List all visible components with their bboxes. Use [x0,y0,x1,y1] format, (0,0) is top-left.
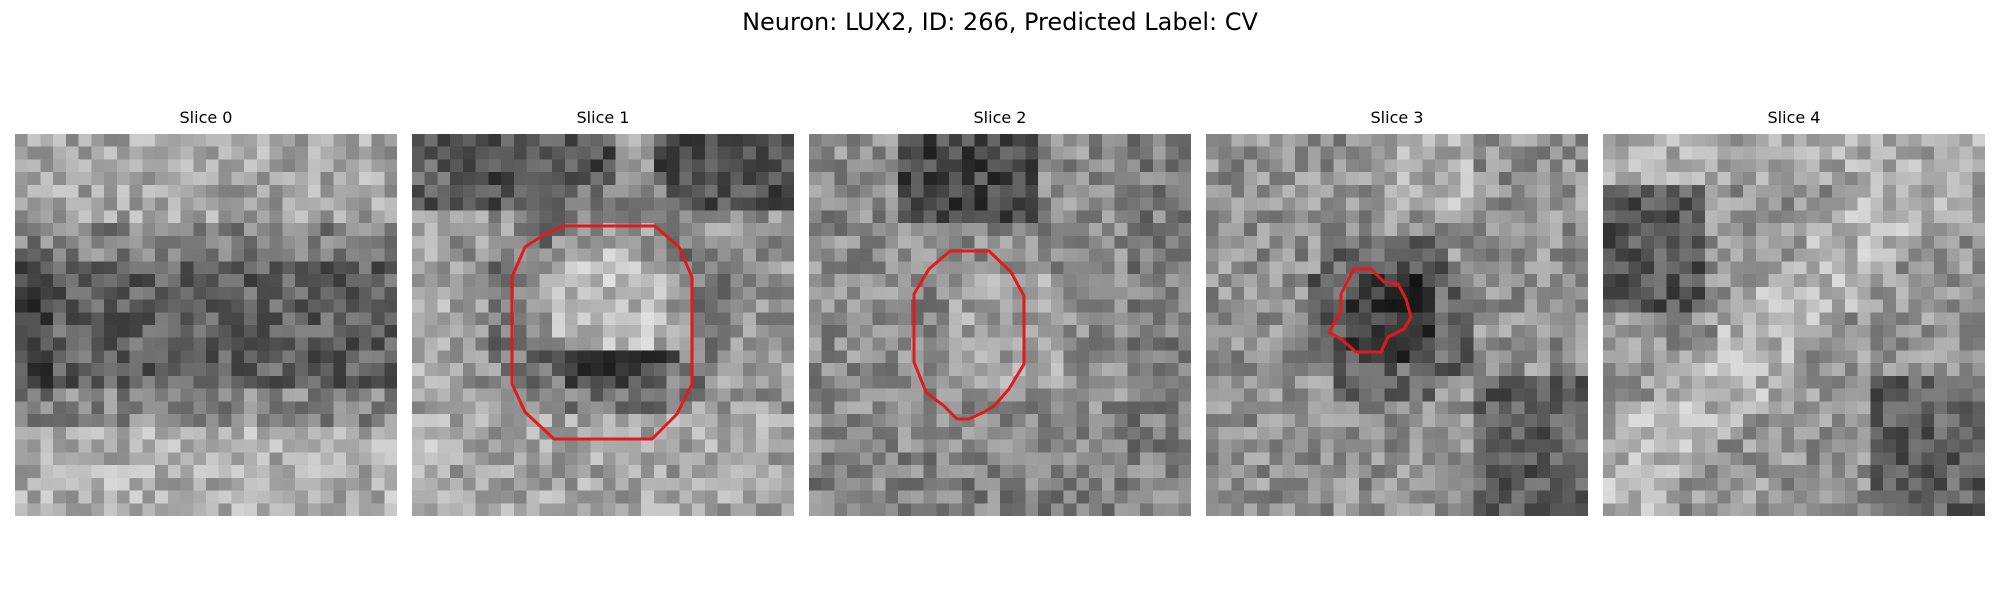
slice-image-wrap [1206,134,1588,516]
slice-panel-4: Slice 4 [1603,108,1985,520]
slice-panel-3: Slice 3 [1206,108,1588,520]
slice-panel-2: Slice 2 [809,108,1191,520]
slice-image [809,134,1191,516]
figure-title: Neuron: LUX2, ID: 266, Predicted Label: … [742,8,1258,36]
slice-image-wrap [1603,134,1985,516]
slice-title: Slice 1 [576,108,630,127]
roi-contour [510,224,694,441]
slice-title: Slice 3 [1370,108,1424,127]
roi-contour-overlay [510,224,694,441]
slice-title: Slice 2 [973,108,1027,127]
roi-contour [912,249,1026,421]
slice-panel-1: Slice 1 [412,108,794,520]
slice-image-wrap [809,134,1191,516]
roi-contour-overlay [912,249,1026,421]
slice-image-wrap [412,134,794,516]
slice-title: Slice 0 [179,108,233,127]
slice-image [15,134,397,516]
slice-image-wrap [15,134,397,516]
slice-title: Slice 4 [1767,108,1821,127]
slice-panel-0: Slice 0 [15,108,397,520]
slice-image [1603,134,1985,516]
roi-contour [1327,267,1413,354]
slice-image [412,134,794,516]
slice-image [1206,134,1588,516]
roi-contour-overlay [1327,267,1413,354]
